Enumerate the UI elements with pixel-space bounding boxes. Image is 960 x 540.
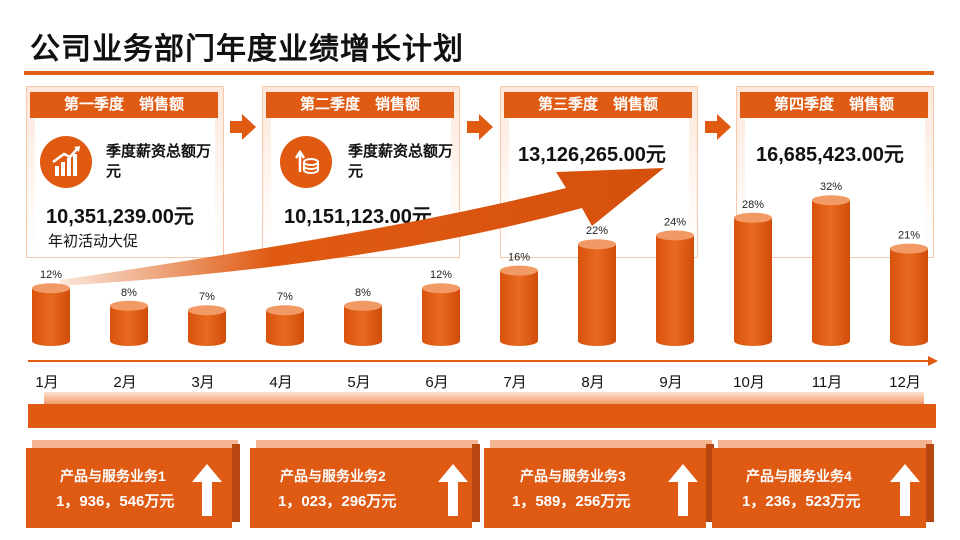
chart-bar bbox=[188, 305, 226, 346]
quarter-note-1: 年初活动大促 bbox=[48, 233, 139, 250]
business-card-label: 产品与服务业务1 bbox=[60, 468, 166, 484]
chart-bar bbox=[734, 212, 772, 346]
bar-value-label: 8% bbox=[355, 287, 371, 299]
quarter-amount-1: 10,351,239.00元 bbox=[46, 206, 194, 228]
x-axis-arrowhead bbox=[928, 356, 938, 366]
x-tick-label: 5月 bbox=[347, 374, 370, 391]
chart-bar bbox=[656, 230, 694, 346]
quarter-metric-label-1: 季度薪资总额万元 bbox=[106, 143, 212, 180]
up-arrow-icon bbox=[438, 464, 468, 516]
x-tick-label: 6月 bbox=[425, 374, 448, 391]
bar-value-label: 7% bbox=[277, 291, 293, 303]
business-card-label: 产品与服务业务2 bbox=[280, 468, 386, 484]
chevron-right-icon bbox=[230, 114, 256, 140]
business-card-value: 1，023，296万元 bbox=[278, 493, 397, 510]
quarter-amount-4: 16,685,423.00元 bbox=[756, 144, 904, 166]
chart-bar bbox=[422, 283, 460, 346]
coins-growth-icon bbox=[280, 136, 332, 188]
x-tick-label: 7月 bbox=[503, 374, 526, 391]
business-card-value: 1，589，256万元 bbox=[512, 493, 631, 510]
business-card-2: 产品与服务业务2 1，023，296万元 bbox=[250, 440, 480, 528]
bar-value-label: 28% bbox=[742, 199, 764, 211]
x-tick-label: 4月 bbox=[269, 374, 292, 391]
growth-trend-arrow bbox=[60, 168, 664, 286]
business-card-1: 产品与服务业务1 1，936，546万元 bbox=[26, 440, 240, 528]
quarter-header-3: 第三季度 销售额 bbox=[504, 92, 692, 118]
chevron-right-icon bbox=[705, 114, 731, 140]
page-title: 公司业务部门年度业绩增长计划 bbox=[30, 33, 464, 66]
x-tick-label: 9月 bbox=[659, 374, 682, 391]
timeline-band bbox=[28, 404, 936, 428]
chevron-right-icon bbox=[467, 114, 493, 140]
business-card-label: 产品与服务业务3 bbox=[520, 468, 626, 484]
quarter-amount-3: 13,126,265.00元 bbox=[518, 144, 666, 166]
chart-bar bbox=[344, 300, 382, 346]
bar-value-label: 21% bbox=[898, 230, 920, 242]
bar-value-label: 12% bbox=[40, 269, 62, 281]
x-tick-label: 11月 bbox=[812, 374, 843, 391]
x-tick-label: 1月 bbox=[35, 374, 58, 391]
business-card-label: 产品与服务业务4 bbox=[746, 468, 852, 484]
bar-value-label: 16% bbox=[508, 252, 530, 264]
quarter-metric-label-2: 季度薪资总额万元 bbox=[348, 143, 454, 180]
bar-value-label: 12% bbox=[430, 269, 452, 281]
chart-bar bbox=[578, 239, 616, 346]
chart-bar bbox=[110, 300, 148, 346]
bar-value-label: 32% bbox=[820, 181, 842, 193]
quarter-amount-2: 10,151,123.00元 bbox=[284, 206, 432, 228]
up-arrow-icon bbox=[890, 464, 920, 516]
chart-bar bbox=[500, 265, 538, 346]
quarter-header-4: 第四季度 销售额 bbox=[740, 92, 928, 118]
chart-bar bbox=[266, 305, 304, 346]
title-divider bbox=[24, 71, 934, 75]
business-card-value: 1，236，523万元 bbox=[742, 493, 861, 510]
x-tick-label: 12月 bbox=[889, 374, 921, 391]
business-card-3: 产品与服务业务3 1，589，256万元 bbox=[484, 440, 714, 528]
x-tick-label: 8月 bbox=[581, 374, 604, 391]
business-card-value: 1，936，546万元 bbox=[56, 493, 175, 510]
up-arrow-icon bbox=[668, 464, 698, 516]
quarter-header-2: 第二季度 销售额 bbox=[266, 92, 454, 118]
x-tick-label: 2月 bbox=[113, 374, 136, 391]
x-tick-label: 10月 bbox=[733, 374, 765, 391]
up-arrow-icon bbox=[192, 464, 222, 516]
bar-value-label: 8% bbox=[121, 287, 137, 299]
bar-value-label: 7% bbox=[199, 291, 215, 303]
chart-bar bbox=[812, 195, 850, 346]
bar-value-label: 24% bbox=[664, 216, 686, 228]
x-tick-label: 3月 bbox=[191, 374, 214, 391]
rising-bars-icon bbox=[40, 136, 92, 188]
timeline-band-top bbox=[44, 392, 924, 404]
chart-bar bbox=[32, 283, 70, 346]
quarter-header-1: 第一季度 销售额 bbox=[30, 92, 218, 118]
bar-value-label: 22% bbox=[586, 225, 608, 237]
chart-bar bbox=[890, 243, 928, 346]
business-card-4: 产品与服务业务4 1，236，523万元 bbox=[712, 440, 934, 528]
